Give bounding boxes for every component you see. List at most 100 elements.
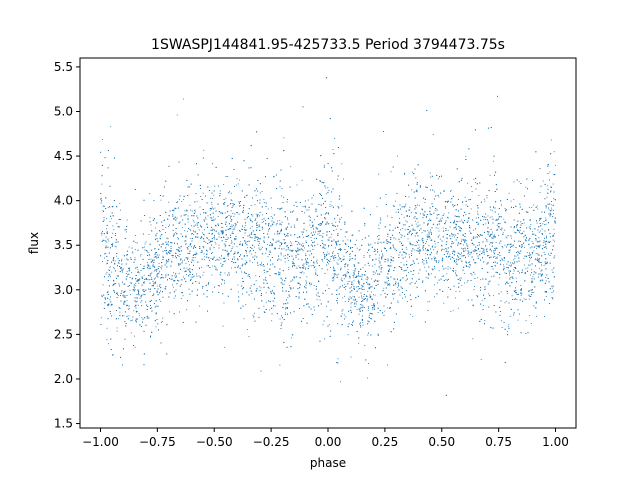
data-point	[229, 226, 231, 227]
data-point	[377, 238, 379, 240]
data-point	[327, 246, 329, 248]
data-point	[221, 265, 223, 267]
data-point	[469, 266, 471, 268]
data-point	[219, 190, 221, 192]
data-point	[196, 200, 198, 202]
data-point	[538, 273, 539, 275]
data-point	[308, 209, 310, 211]
data-point	[461, 247, 463, 249]
data-point	[303, 272, 305, 274]
data-point	[203, 247, 205, 249]
data-point	[371, 318, 373, 320]
data-point	[164, 250, 166, 251]
data-point	[224, 212, 226, 214]
data-point	[534, 258, 536, 260]
data-point	[238, 252, 240, 254]
data-point	[319, 193, 321, 195]
data-point	[336, 262, 338, 264]
data-point	[293, 210, 295, 212]
data-point	[303, 247, 305, 249]
data-point	[289, 296, 291, 297]
data-point	[119, 308, 121, 309]
data-point	[175, 272, 177, 274]
data-point	[408, 254, 410, 256]
data-point	[483, 198, 485, 200]
data-point	[518, 181, 520, 183]
data-point	[403, 173, 405, 175]
data-point	[132, 319, 133, 321]
data-point	[520, 292, 522, 294]
data-point	[439, 238, 441, 240]
data-point	[244, 262, 246, 264]
data-point	[156, 232, 158, 234]
data-point	[316, 260, 317, 262]
data-point	[533, 233, 535, 235]
data-point	[416, 280, 417, 282]
data-point	[147, 251, 148, 253]
data-point	[428, 220, 430, 221]
data-point	[153, 256, 155, 258]
data-point	[168, 251, 170, 253]
data-point	[287, 260, 289, 261]
data-point	[249, 227, 251, 229]
data-point	[245, 260, 247, 262]
data-point	[445, 267, 447, 269]
data-point	[434, 284, 436, 286]
data-point	[298, 265, 300, 267]
data-point	[478, 222, 480, 224]
data-point	[159, 237, 161, 239]
data-point	[150, 277, 152, 279]
data-point	[524, 247, 526, 249]
data-point	[232, 224, 234, 226]
data-point	[466, 281, 468, 283]
data-point	[506, 331, 508, 333]
data-point	[258, 241, 260, 243]
data-point	[223, 237, 225, 239]
data-point	[187, 260, 189, 262]
data-point	[529, 247, 531, 249]
data-point	[374, 294, 376, 296]
data-point	[345, 316, 347, 318]
data-point	[535, 245, 537, 247]
data-point	[176, 257, 177, 258]
data-point	[307, 250, 309, 252]
data-point	[390, 171, 392, 173]
data-point	[404, 229, 406, 231]
data-point	[404, 270, 406, 272]
data-point	[234, 213, 236, 215]
data-point	[102, 209, 104, 211]
data-point	[290, 242, 292, 244]
data-point	[108, 269, 110, 271]
data-point	[337, 259, 339, 261]
data-point	[400, 233, 402, 235]
data-point	[268, 287, 270, 289]
data-point	[528, 298, 530, 300]
data-point	[502, 247, 504, 249]
data-point	[533, 250, 535, 252]
data-point	[475, 236, 477, 238]
data-point	[387, 215, 388, 217]
data-point	[513, 269, 515, 271]
data-point	[132, 251, 133, 253]
data-point	[369, 256, 371, 258]
data-point	[440, 218, 442, 220]
data-point	[327, 187, 329, 189]
data-point	[219, 273, 221, 275]
data-point	[473, 289, 475, 291]
data-point	[326, 193, 328, 195]
data-point	[520, 240, 522, 242]
data-point	[465, 240, 467, 242]
data-point	[554, 240, 556, 242]
data-point	[202, 232, 204, 234]
data-point	[485, 219, 486, 220]
data-point	[517, 319, 519, 321]
data-point	[343, 255, 345, 257]
data-point	[303, 265, 305, 267]
data-point	[279, 186, 281, 188]
data-point	[513, 259, 515, 261]
data-point	[481, 299, 483, 301]
data-point	[509, 315, 511, 317]
data-point	[471, 191, 473, 193]
data-point	[309, 224, 311, 226]
data-point	[430, 254, 432, 256]
